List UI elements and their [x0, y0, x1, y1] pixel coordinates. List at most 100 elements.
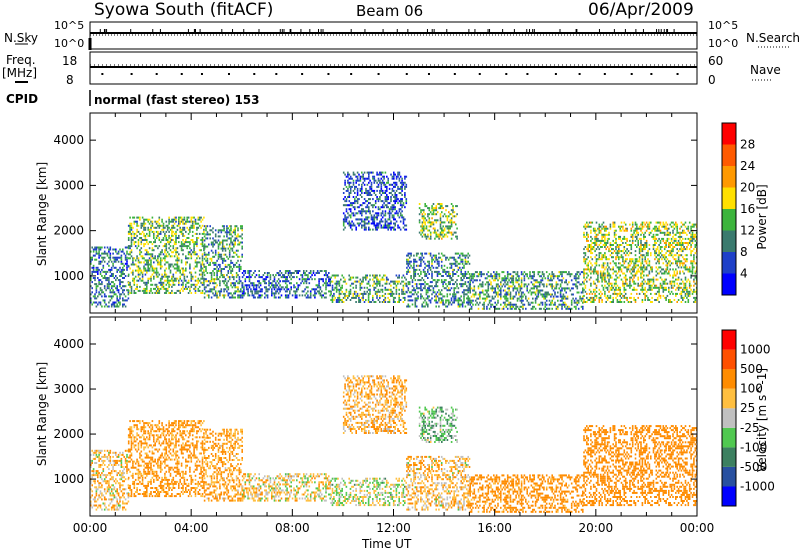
power-cell-5	[359, 210, 362, 213]
power-cell-1	[147, 269, 149, 272]
power-cell-9	[622, 284, 624, 287]
power-cell-0	[120, 287, 123, 290]
power-cell-0	[116, 256, 118, 259]
power-cell-5	[377, 179, 380, 182]
freq-dot-16	[505, 73, 508, 75]
power-cell-1	[136, 224, 138, 227]
power-cell-1	[176, 228, 179, 231]
power-cell-8	[557, 295, 559, 298]
power-cell-9	[594, 237, 596, 240]
power-cell-3	[258, 280, 260, 283]
freq-dot-5	[227, 73, 230, 75]
power-cell-7	[439, 227, 442, 230]
power-cell-5	[369, 210, 371, 213]
power-cell-7	[431, 205, 433, 208]
power-cell-6	[407, 295, 410, 298]
power-cell-5	[374, 200, 377, 203]
power-cell-5	[352, 202, 355, 205]
power-cell-8	[534, 281, 537, 284]
power-cell-1	[133, 237, 136, 239]
power-cell-8	[550, 275, 552, 278]
power-cell-1	[169, 239, 172, 241]
power-cell-5	[361, 183, 363, 186]
power-cell-1	[146, 269, 148, 272]
power-cell-6	[459, 305, 461, 308]
power-cell-7	[448, 225, 450, 228]
power-cell-3	[294, 286, 297, 289]
power-cell-2	[203, 253, 206, 256]
power-cell-7	[421, 217, 424, 220]
power-cell-4	[398, 299, 400, 301]
power-cell-2	[226, 235, 228, 238]
power-cell-0	[124, 246, 127, 249]
power-cell-1	[191, 224, 194, 227]
power-cell-8	[516, 271, 519, 274]
power-cell-7	[452, 221, 454, 224]
power-cell-9	[601, 299, 603, 301]
power-cell-4	[363, 276, 366, 279]
power-cell-8	[568, 307, 570, 310]
power-cell-4	[374, 276, 377, 279]
power-cell-6	[447, 303, 450, 306]
power-cell-0	[103, 252, 106, 255]
power-cell-0	[103, 295, 106, 298]
power-cell-6	[466, 293, 468, 296]
power-cell-8	[498, 289, 501, 292]
freq-tick-top: 18	[62, 54, 78, 68]
power-cell-8	[498, 273, 501, 276]
power-cell-2	[234, 296, 236, 299]
power-cell-1	[139, 269, 141, 272]
power-cell-3	[308, 296, 311, 299]
power-cell-5	[398, 216, 401, 219]
power-cell-8	[522, 307, 524, 310]
power-cell-0	[90, 250, 92, 253]
power-cell-8	[502, 305, 505, 308]
power-cell-8	[544, 291, 547, 294]
power-cell-3	[297, 272, 299, 274]
power-cell-2	[203, 288, 206, 291]
power-cell-5	[386, 226, 388, 229]
power-cell-6	[413, 260, 415, 263]
power-cell-1	[198, 232, 201, 235]
power-cell-5	[351, 202, 353, 205]
power-cell-8	[576, 277, 579, 280]
power-cell-8	[520, 293, 523, 296]
power-cell-1	[194, 265, 197, 268]
power-cell-5	[401, 198, 403, 201]
power-cell-1	[134, 292, 137, 294]
power-cell-9	[592, 290, 595, 293]
power-cell-2	[234, 231, 236, 234]
power-cell-1	[136, 228, 138, 231]
power-cell-7	[421, 227, 424, 230]
power-cell-9	[598, 254, 601, 257]
power-cell-1	[183, 216, 186, 219]
power-cell-3	[307, 276, 309, 279]
power-cell-5	[380, 218, 383, 221]
power-cell-2	[241, 237, 243, 240]
power-cell-1	[159, 253, 162, 256]
power-cell-1	[176, 267, 179, 270]
power-cell-0	[116, 268, 118, 271]
power-cell-9	[605, 258, 607, 261]
power-cell-5	[383, 226, 385, 229]
power-cell-1	[186, 257, 188, 260]
power-cell-1	[141, 279, 144, 282]
power-cell-0	[94, 277, 96, 279]
power-cell-5	[373, 218, 376, 221]
power-cell-5	[391, 194, 394, 196]
power-cell-3	[275, 284, 277, 287]
power-cell-1	[186, 216, 188, 219]
power-cell-6	[467, 291, 469, 294]
power-cell-4	[377, 288, 380, 291]
power-cell-0	[122, 291, 124, 294]
power-cell-9	[601, 266, 603, 269]
freq-dot-23	[676, 73, 679, 75]
power-cell-6	[410, 299, 412, 302]
power-cell-0	[101, 252, 103, 255]
power-cell-8	[533, 305, 535, 308]
power-cell-5	[366, 183, 369, 186]
power-cell-1	[132, 263, 134, 266]
power-cell-6	[428, 289, 430, 292]
power-cell-6	[443, 295, 446, 298]
power-cell-2	[227, 257, 230, 260]
